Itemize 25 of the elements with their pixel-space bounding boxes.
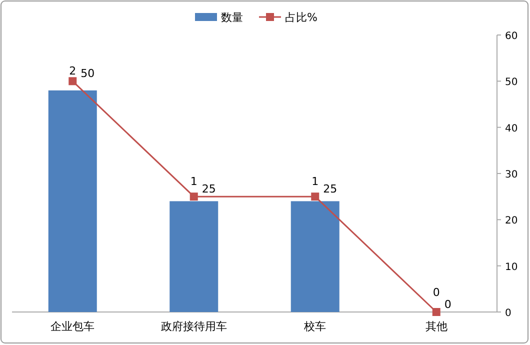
y2-tick-label: 20 [505,216,518,227]
point [190,192,198,201]
x-tick-label: 企业包车 [50,320,95,333]
data-label: 50 [80,67,95,80]
data-label: 0 [444,298,452,311]
y2-tick-label: 60 [505,31,518,42]
legend-label: 数量 [221,11,243,24]
y2-tick-label: 0 [505,308,512,319]
data-label: 2 [69,64,76,78]
data-label: 25 [323,182,338,196]
legend-label: 占比% [285,11,318,24]
y2-tick-label: 40 [505,123,518,134]
x-tick-label: 校车 [303,320,326,333]
data-label: 1 [190,175,198,188]
data-label: 25 [202,182,216,196]
data-label: 1 [312,175,319,188]
point [311,192,320,201]
x-tick-label: 其他 [425,320,448,333]
x-tick-label: 政府接待用车 [160,320,227,333]
y2-tick-label: 10 [505,262,518,273]
y2-tick-label: 30 [505,170,518,180]
y2-tick-label: 50 [505,77,518,88]
point [68,77,77,86]
point [432,308,440,316]
data-label: 0 [432,286,440,299]
